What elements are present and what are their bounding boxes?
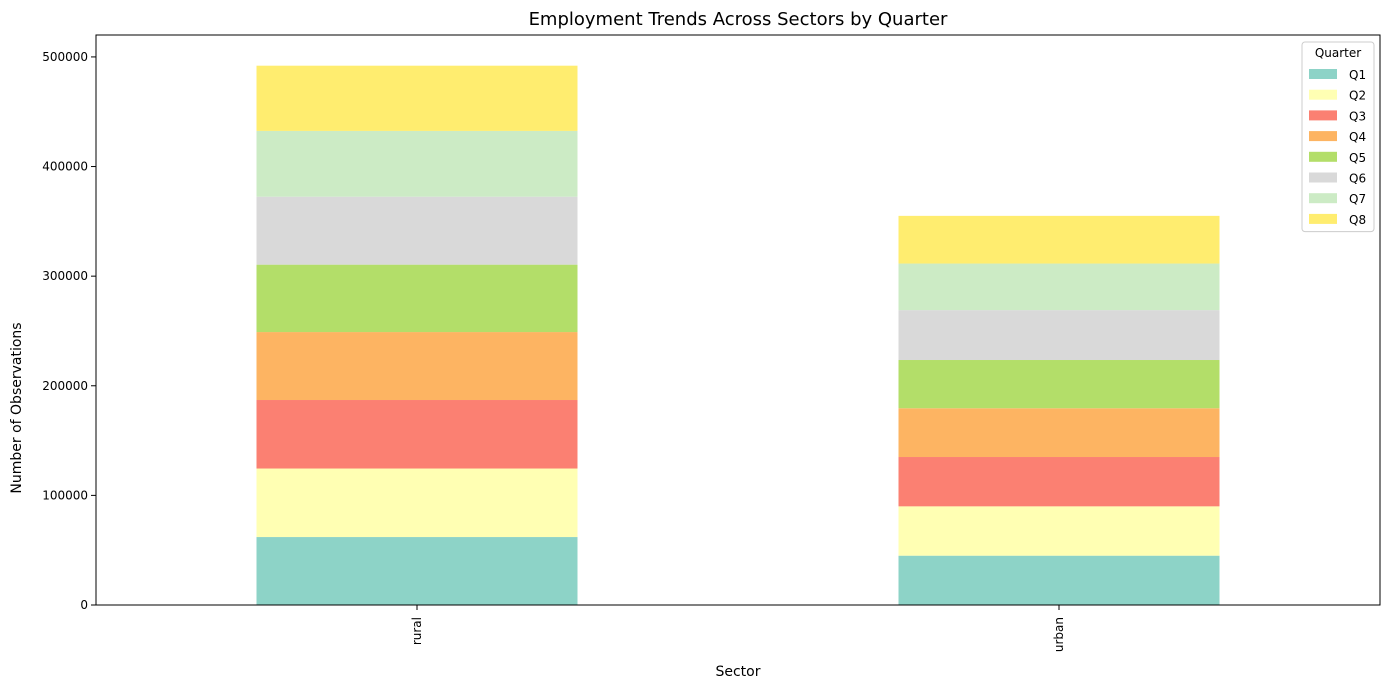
y-tick-label: 400000 [42,160,88,174]
bar-urban-q4 [898,408,1220,458]
bar-urban-q1 [898,555,1220,605]
bar-rural-q7 [256,130,578,197]
legend-label-q2: Q2 [1349,89,1366,103]
legend-swatch-q1 [1309,69,1337,79]
bar-urban-q2 [898,506,1220,556]
legend-label-q1: Q1 [1349,68,1366,82]
legend-swatch-q7 [1309,193,1337,204]
legend-swatch-q8 [1309,213,1337,224]
bars-layer [256,65,1220,605]
y-tick-label: 100000 [42,488,88,502]
axes-layer: rural urban 0 100000 200000 300000 400000 50000… [42,34,1381,652]
bar-rural-q4 [256,332,578,401]
plot-frame [95,34,1381,606]
x-tick-label: rural [410,617,424,645]
legend-label-q6: Q6 [1349,172,1366,186]
legend-label-q8: Q8 [1349,213,1366,227]
y-tick-label: 0 [80,598,88,612]
x-tick-label: urban [1052,617,1066,652]
bar-rural-q2 [256,468,578,538]
y-tick-label: 300000 [42,269,88,283]
legend-label-q7: Q7 [1349,192,1366,206]
legend-swatch-q4 [1309,131,1337,142]
chart-title: Employment Trends Across Sectors by Quar… [529,9,948,30]
bar-urban-q6 [898,310,1220,361]
y-axis-label: Number of Observations [9,322,25,493]
legend-swatch-q6 [1309,172,1337,183]
bar-rural-q8 [256,65,578,131]
bar-rural-q6 [256,196,578,265]
legend-box [1301,41,1375,233]
bar-urban-q7 [898,263,1220,311]
bar-urban-q3 [898,457,1220,507]
legend-label-q4: Q4 [1349,130,1366,144]
bar-urban-q8 [898,215,1220,264]
legend: Quarter Q1 Q2 Q3 Q4 Q5 Q6 Q7 Q8 [1301,41,1375,233]
bar-rural-q3 [256,400,578,469]
bar-rural-q1 [256,537,578,605]
legend-label-q3: Q3 [1349,109,1366,123]
y-tick-label: 200000 [42,379,88,393]
legend-label-q5: Q5 [1349,151,1366,165]
x-axis-label: Sector [715,664,760,680]
legend-title: Quarter [1315,46,1361,60]
y-tick-label: 500000 [42,50,88,64]
legend-swatch-q5 [1309,151,1337,162]
bar-rural-q5 [256,264,578,333]
legend-swatch-q3 [1309,110,1337,121]
bar-urban-q5 [898,360,1220,409]
legend-swatch-q2 [1309,89,1337,100]
